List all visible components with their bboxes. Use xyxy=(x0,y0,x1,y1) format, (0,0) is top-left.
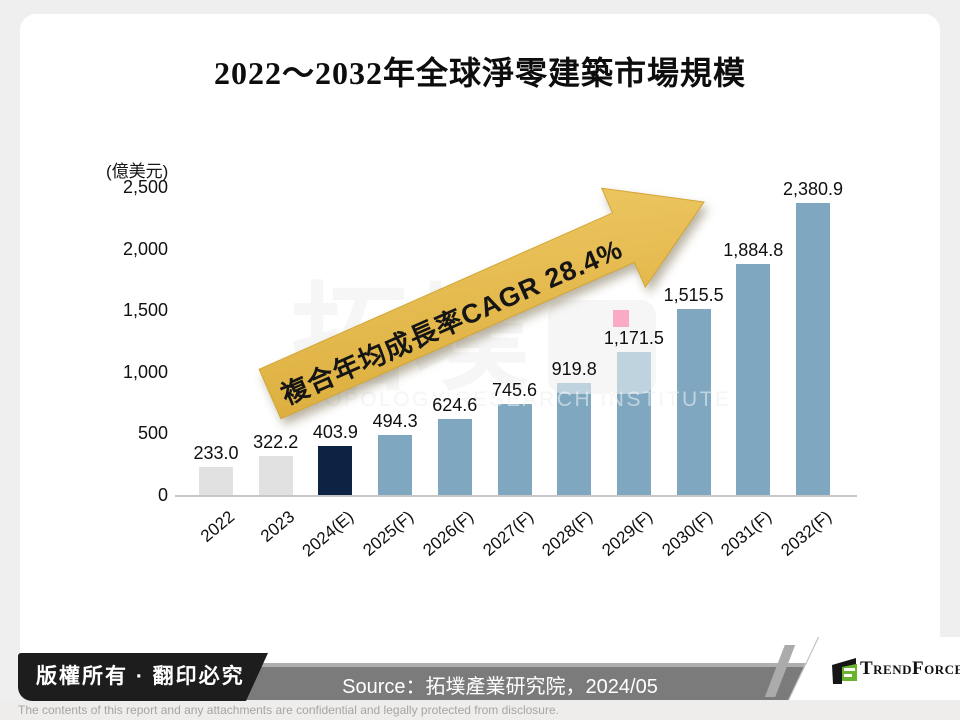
copyright-text: 版權所有 · 翻印必究 xyxy=(36,665,245,688)
trendforce-wordmark: TrendForce xyxy=(860,658,960,679)
trendforce-mark-icon xyxy=(832,658,857,684)
source-bar: Source：拓墣產業研究院，2024/05 xyxy=(240,663,820,700)
disclaimer-text: The contents of this report and any atta… xyxy=(0,700,960,720)
slide-card xyxy=(20,14,940,700)
trendforce-logo: TrendForce xyxy=(788,637,960,700)
source-text: Source：拓墣產業研究院，2024/05 xyxy=(342,676,658,698)
arrow-shape-icon xyxy=(258,187,705,420)
chart-title: 2022～2032年全球淨零建築市場規模 xyxy=(213,55,746,91)
cagr-arrow: 複合年均成長率CAGR 28.4% xyxy=(252,172,722,424)
copyright-banner: 版權所有 · 翻印必究 xyxy=(18,653,268,701)
